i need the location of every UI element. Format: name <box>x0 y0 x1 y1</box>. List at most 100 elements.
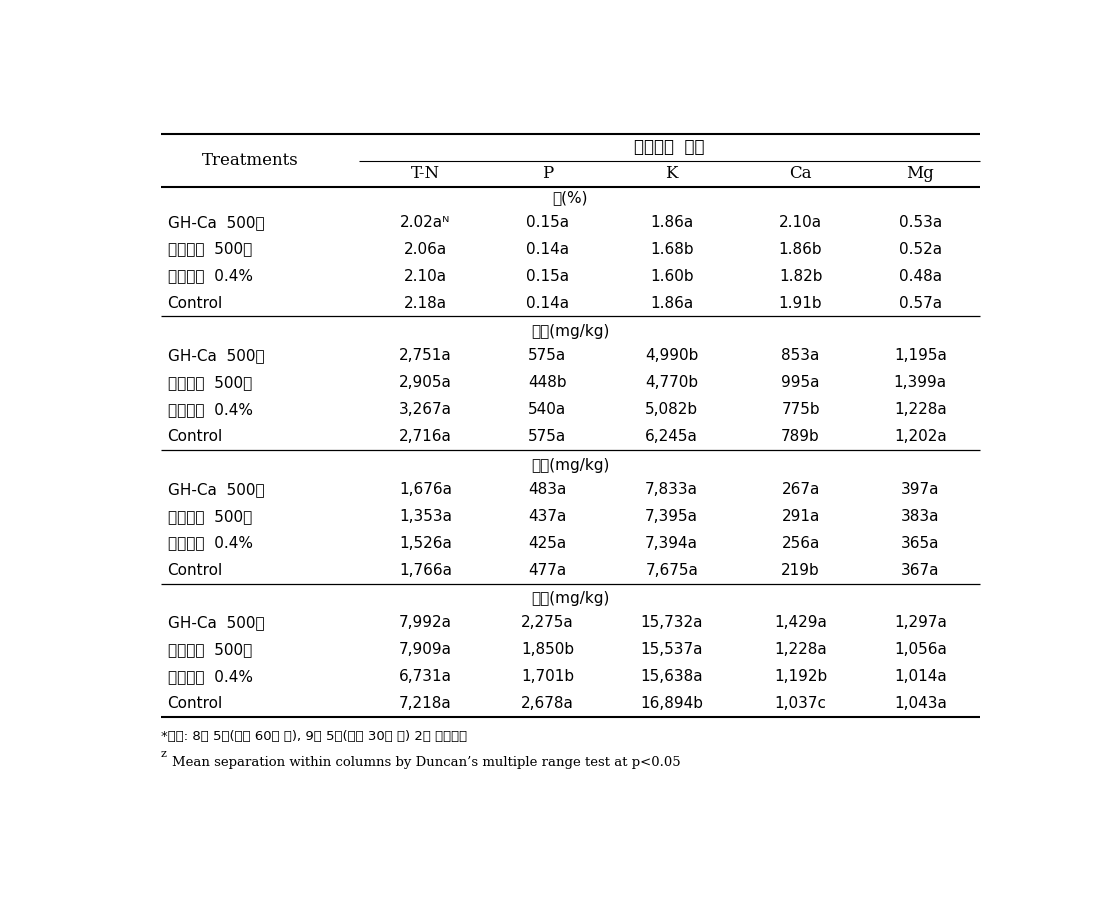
Text: 시판칼슘  500배: 시판칼슘 500배 <box>168 509 252 524</box>
Text: 무기성분  농도: 무기성분 농도 <box>634 138 705 156</box>
Text: Control: Control <box>168 295 223 311</box>
Text: 775b: 775b <box>781 402 820 417</box>
Text: 1,056a: 1,056a <box>894 643 947 657</box>
Text: Mg: Mg <box>906 165 934 183</box>
Text: 477a: 477a <box>529 563 567 577</box>
Text: 1,297a: 1,297a <box>894 615 947 630</box>
Text: 0.15a: 0.15a <box>525 215 569 230</box>
Text: 1.82b: 1.82b <box>779 268 823 284</box>
Text: 시판칼슘  500배: 시판칼슘 500배 <box>168 375 252 390</box>
Text: 과피(mg/kg): 과피(mg/kg) <box>531 325 610 339</box>
Text: 5,082b: 5,082b <box>646 402 698 417</box>
Text: 0.48a: 0.48a <box>898 268 942 284</box>
Text: 1.60b: 1.60b <box>650 268 693 284</box>
Text: P: P <box>542 165 553 183</box>
Text: 575a: 575a <box>529 348 567 364</box>
Text: 1,429a: 1,429a <box>775 615 827 630</box>
Text: 1,195a: 1,195a <box>894 348 947 364</box>
Text: 2,275a: 2,275a <box>521 615 574 630</box>
Text: 염화칼슘  0.4%: 염화칼슘 0.4% <box>168 402 253 417</box>
Text: 엽(%): 엽(%) <box>553 191 588 205</box>
Text: 과육(mg/kg): 과육(mg/kg) <box>531 457 610 473</box>
Text: 1,037c: 1,037c <box>775 696 827 711</box>
Text: 2.10a: 2.10a <box>404 268 447 284</box>
Text: 1,701b: 1,701b <box>521 669 574 684</box>
Text: 7,394a: 7,394a <box>646 535 698 551</box>
Text: 1,850b: 1,850b <box>521 643 574 657</box>
Text: 995a: 995a <box>781 375 820 390</box>
Text: Mean separation within columns by Duncan’s multiple range test at p<0.05: Mean separation within columns by Duncan… <box>171 756 680 769</box>
Text: 과심(mg/kg): 과심(mg/kg) <box>531 591 610 606</box>
Text: 0.57a: 0.57a <box>898 295 942 311</box>
Text: 383a: 383a <box>902 509 939 524</box>
Text: 6,245a: 6,245a <box>646 429 698 444</box>
Text: 7,833a: 7,833a <box>646 482 698 496</box>
Text: 2.02aᴺ: 2.02aᴺ <box>401 215 451 230</box>
Text: 1,353a: 1,353a <box>398 509 452 524</box>
Text: 1,399a: 1,399a <box>894 375 947 390</box>
Text: 15,537a: 15,537a <box>640 643 703 657</box>
Text: 2,678a: 2,678a <box>521 696 574 711</box>
Text: GH-Ca  500배: GH-Ca 500배 <box>168 482 264 496</box>
Text: 염화칼슘  0.4%: 염화칼슘 0.4% <box>168 535 253 551</box>
Text: 0.52a: 0.52a <box>898 242 942 256</box>
Text: 1.86a: 1.86a <box>650 215 693 230</box>
Text: 1.68b: 1.68b <box>650 242 693 256</box>
Text: 575a: 575a <box>529 429 567 444</box>
Text: 0.15a: 0.15a <box>525 268 569 284</box>
Text: 7,218a: 7,218a <box>400 696 452 711</box>
Text: 789b: 789b <box>781 429 820 444</box>
Text: 염화칼슘  0.4%: 염화칼슘 0.4% <box>168 268 253 284</box>
Text: 256a: 256a <box>781 535 820 551</box>
Text: Ca: Ca <box>789 165 811 183</box>
Text: 7,675a: 7,675a <box>646 563 698 577</box>
Text: 291a: 291a <box>781 509 820 524</box>
Text: 267a: 267a <box>781 482 820 496</box>
Text: 시판칼슘  500배: 시판칼슘 500배 <box>168 242 252 256</box>
Text: 7,992a: 7,992a <box>398 615 452 630</box>
Text: 7,395a: 7,395a <box>646 509 698 524</box>
Text: 397a: 397a <box>902 482 939 496</box>
Text: 16,894b: 16,894b <box>640 696 703 711</box>
Text: 0.14a: 0.14a <box>525 295 569 311</box>
Text: 3,267a: 3,267a <box>398 402 452 417</box>
Text: 15,732a: 15,732a <box>640 615 703 630</box>
Text: GH-Ca  500배: GH-Ca 500배 <box>168 215 264 230</box>
Text: 2,751a: 2,751a <box>400 348 452 364</box>
Text: 1,014a: 1,014a <box>894 669 947 684</box>
Text: 1,228a: 1,228a <box>775 643 827 657</box>
Text: 425a: 425a <box>529 535 567 551</box>
Text: 0.53a: 0.53a <box>898 215 942 230</box>
Text: 437a: 437a <box>529 509 567 524</box>
Text: 2.06a: 2.06a <box>404 242 447 256</box>
Text: 15,638a: 15,638a <box>640 669 703 684</box>
Text: 1,202a: 1,202a <box>894 429 947 444</box>
Text: 219b: 219b <box>781 563 820 577</box>
Text: 1,766a: 1,766a <box>398 563 452 577</box>
Text: Control: Control <box>168 429 223 444</box>
Text: 1,043a: 1,043a <box>894 696 947 711</box>
Text: 2.18a: 2.18a <box>404 295 447 311</box>
Text: 1,228a: 1,228a <box>894 402 947 417</box>
Text: T-N: T-N <box>411 165 440 183</box>
Text: 367a: 367a <box>902 563 939 577</box>
Text: 7,909a: 7,909a <box>398 643 452 657</box>
Text: 853a: 853a <box>781 348 820 364</box>
Text: GH-Ca  500배: GH-Ca 500배 <box>168 348 264 364</box>
Text: 540a: 540a <box>529 402 567 417</box>
Text: 1.86b: 1.86b <box>779 242 823 256</box>
Text: 1,192b: 1,192b <box>774 669 827 684</box>
Text: GH-Ca  500배: GH-Ca 500배 <box>168 615 264 630</box>
Text: 2.10a: 2.10a <box>779 215 823 230</box>
Text: *처리: 8월 5일(수확 60일 전), 9월 5일(수확 30일 전) 2회 수관살포: *처리: 8월 5일(수확 60일 전), 9월 5일(수확 30일 전) 2회… <box>160 730 466 743</box>
Text: 1.91b: 1.91b <box>779 295 823 311</box>
Text: 365a: 365a <box>902 535 939 551</box>
Text: 염화칼슘  0.4%: 염화칼슘 0.4% <box>168 669 253 684</box>
Text: 4,990b: 4,990b <box>646 348 698 364</box>
Text: Treatments: Treatments <box>201 152 298 169</box>
Text: 1,676a: 1,676a <box>398 482 452 496</box>
Text: 1,526a: 1,526a <box>398 535 452 551</box>
Text: 4,770b: 4,770b <box>646 375 698 390</box>
Text: K: K <box>666 165 678 183</box>
Text: 483a: 483a <box>529 482 567 496</box>
